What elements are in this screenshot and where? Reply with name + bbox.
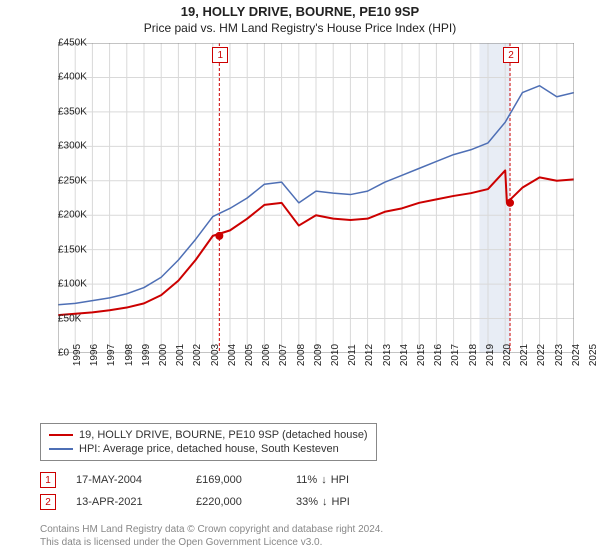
legend-item: 19, HOLLY DRIVE, BOURNE, PE10 9SP (detac… (49, 428, 368, 442)
title-sub: Price paid vs. HM Land Registry's House … (0, 21, 600, 35)
chart-svg (58, 43, 574, 353)
chart-marker-badge: 1 (212, 47, 228, 63)
event-badge: 2 (40, 494, 56, 510)
legend-item: HPI: Average price, detached house, Sout… (49, 442, 368, 456)
event-price: £169,000 (196, 474, 276, 486)
event-row: 1 17-MAY-2004 £169,000 11% ↓ HPI (40, 469, 580, 491)
legend: 19, HOLLY DRIVE, BOURNE, PE10 9SP (detac… (40, 423, 580, 461)
event-price: £220,000 (196, 496, 276, 508)
event-badge: 1 (40, 472, 56, 488)
root: 19, HOLLY DRIVE, BOURNE, PE10 9SP Price … (0, 0, 600, 549)
events-table: 1 17-MAY-2004 £169,000 11% ↓ HPI 2 13-APR-202… (40, 469, 580, 513)
event-pct: 33% ↓ HPI (296, 496, 350, 508)
chart: £0£50K£100K£150K£200K£250K£300K£350K£400… (20, 37, 580, 417)
legend-label: 19, HOLLY DRIVE, BOURNE, PE10 9SP (detac… (79, 429, 368, 441)
event-pct: 11% ↓ HPI (296, 474, 349, 486)
title-main: 19, HOLLY DRIVE, BOURNE, PE10 9SP (0, 4, 600, 19)
event-row: 2 13-APR-2021 £220,000 33% ↓ HPI (40, 491, 580, 513)
legend-swatch (49, 448, 73, 450)
event-date: 13-APR-2021 (76, 496, 176, 508)
title-block: 19, HOLLY DRIVE, BOURNE, PE10 9SP Price … (0, 0, 600, 37)
chart-marker-badge: 2 (503, 47, 519, 63)
footer-line2: This data is licensed under the Open Gov… (40, 536, 580, 549)
legend-swatch (49, 434, 73, 436)
footer-line1: Contains HM Land Registry data © Crown c… (40, 523, 580, 536)
event-date: 17-MAY-2004 (76, 474, 176, 486)
x-tick-label: 2025 (574, 344, 599, 366)
legend-label: HPI: Average price, detached house, Sout… (79, 443, 339, 455)
footer: Contains HM Land Registry data © Crown c… (40, 523, 580, 549)
